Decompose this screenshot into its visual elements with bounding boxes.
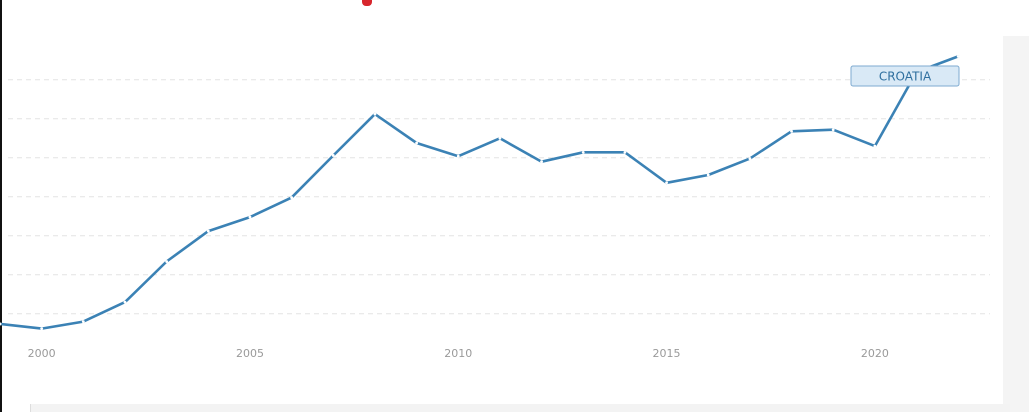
data-point[interactable] bbox=[790, 129, 793, 133]
series-line bbox=[0, 55, 960, 330]
end-label-text: CROATIA bbox=[879, 70, 932, 84]
data-point[interactable] bbox=[331, 154, 335, 157]
x-tick-label: 2000 bbox=[28, 347, 56, 360]
data-point[interactable] bbox=[373, 112, 377, 116]
grid-lines bbox=[8, 79, 990, 315]
series-end-label[interactable]: CROATIA bbox=[850, 65, 960, 87]
title-fragment-mark bbox=[362, 0, 372, 6]
end-label-box bbox=[850, 65, 960, 87]
data-point[interactable] bbox=[456, 154, 460, 158]
data-point[interactable] bbox=[623, 150, 627, 154]
x-tick-label: 2010 bbox=[444, 347, 472, 360]
data-point[interactable] bbox=[81, 320, 85, 323]
data-point[interactable] bbox=[40, 327, 44, 331]
data-point[interactable] bbox=[540, 160, 543, 164]
data-point[interactable] bbox=[873, 144, 877, 148]
series-group bbox=[0, 55, 960, 331]
data-point[interactable] bbox=[123, 300, 127, 304]
x-tick-label: 2020 bbox=[861, 347, 889, 360]
data-point[interactable] bbox=[498, 136, 502, 140]
data-point[interactable] bbox=[290, 196, 294, 199]
data-point[interactable] bbox=[415, 141, 418, 145]
data-point[interactable] bbox=[665, 181, 668, 185]
data-point[interactable] bbox=[248, 215, 252, 219]
data-point[interactable] bbox=[706, 173, 710, 177]
data-point[interactable] bbox=[0, 322, 2, 326]
x-axis-tick-labels: 2000 2005 2010 2015 2020 bbox=[28, 347, 889, 360]
data-point[interactable] bbox=[748, 157, 752, 160]
bottom-panel-divider bbox=[30, 404, 31, 412]
x-tick-label: 2005 bbox=[236, 347, 264, 360]
x-tick-label: 2015 bbox=[653, 347, 681, 360]
side-panel bbox=[1003, 36, 1029, 412]
data-point[interactable] bbox=[206, 229, 210, 233]
bottom-panel-edge bbox=[30, 404, 1010, 412]
frame-left-border bbox=[0, 0, 2, 412]
data-point[interactable] bbox=[956, 55, 960, 58]
data-point[interactable] bbox=[831, 128, 835, 132]
data-point[interactable] bbox=[165, 260, 169, 263]
data-point[interactable] bbox=[581, 150, 585, 154]
